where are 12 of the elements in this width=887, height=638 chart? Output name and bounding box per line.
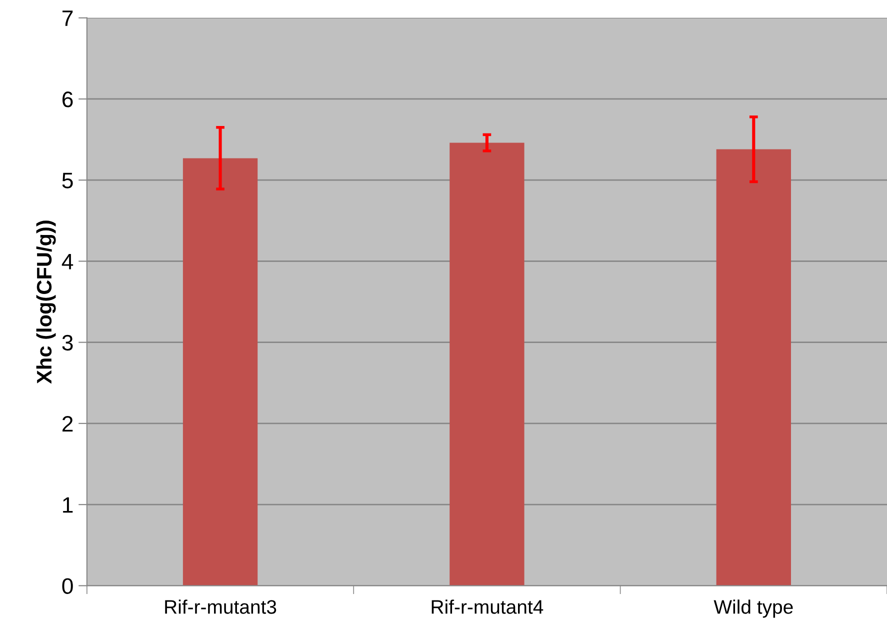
y-axis-title: Xhc (log(CFU/g)) <box>36 220 56 384</box>
x-tick-label: Rif-r-mutant3 <box>165 600 276 614</box>
y-tick-label: 2 <box>62 416 73 432</box>
x-tick-label: Wild type <box>714 600 793 618</box>
y-tick-label: 3 <box>62 334 73 351</box>
y-tick-label: 4 <box>62 254 74 270</box>
x-tick-label: Rif-r-mutant4 <box>432 600 544 614</box>
y-tick-label: 5 <box>62 172 73 188</box>
y-tick-label: 0 <box>62 578 73 594</box>
y-tick-label: 6 <box>62 92 73 108</box>
y-tick-label: 1 <box>63 497 73 513</box>
y-tick-label: 7 <box>62 10 73 26</box>
